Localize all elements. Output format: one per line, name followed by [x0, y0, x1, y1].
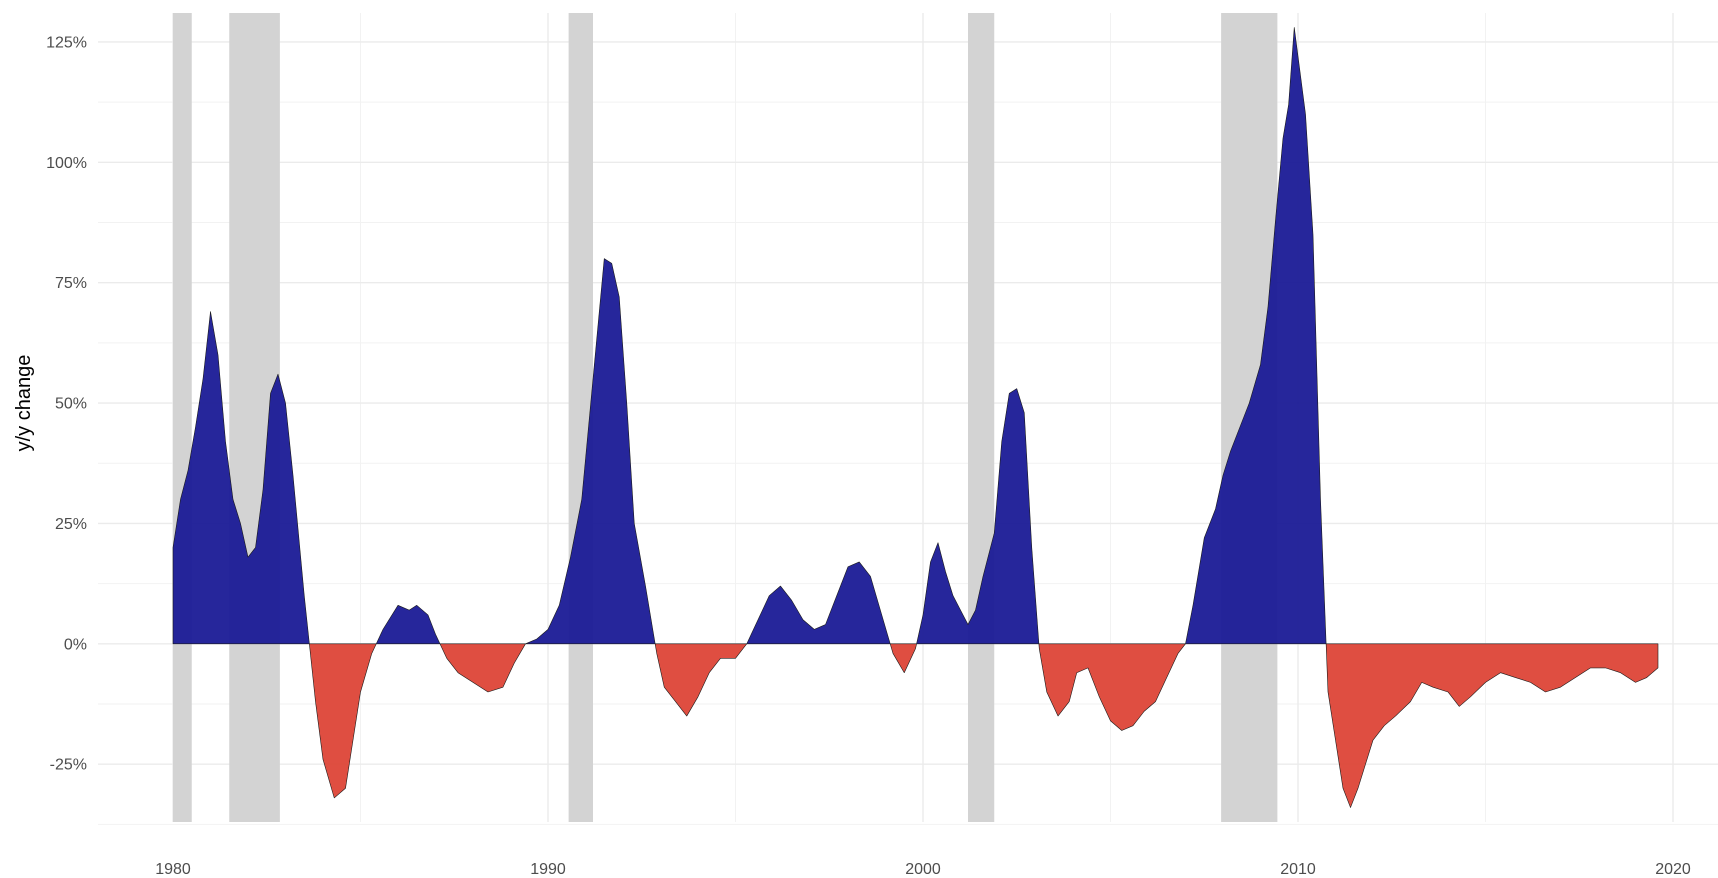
negative-area: [309, 643, 377, 799]
positive-area: [172, 311, 310, 645]
y-tick-label: -25%: [50, 757, 87, 774]
area-series: [172, 27, 1659, 808]
x-tick-label: 2000: [905, 861, 941, 878]
y-tick-label: 50%: [55, 396, 87, 413]
negative-area: [1038, 643, 1186, 731]
grid-minor-lines: [98, 13, 1718, 825]
y-tick-label: 75%: [55, 275, 87, 292]
negative-area: [439, 643, 526, 693]
positive-area: [525, 258, 656, 645]
positive-area: [375, 605, 441, 645]
positive-area: [1185, 27, 1327, 645]
x-tick-label: 2020: [1655, 861, 1691, 878]
y-tick-label: 125%: [46, 34, 87, 51]
positive-area: [746, 561, 891, 645]
recession-band: [173, 13, 192, 822]
negative-area: [654, 643, 748, 717]
x-tick-label: 1990: [530, 861, 566, 878]
y-axis-title: y/y change: [13, 355, 35, 452]
y-tick-label: 25%: [55, 516, 87, 533]
recession-band: [568, 13, 593, 822]
x-tick-label: 2010: [1280, 861, 1316, 878]
negative-area: [889, 643, 917, 674]
x-tick-labels: 1980 1990 2000 2010 2020: [155, 861, 1691, 878]
y-tick-labels: -25% 0% 25% 50% 75% 100% 125%: [46, 34, 87, 773]
y-tick-label: 0%: [64, 636, 87, 653]
negative-area: [1325, 643, 1659, 808]
recession-band: [968, 13, 995, 822]
positive-area: [916, 388, 1040, 645]
y-tick-label: 100%: [46, 155, 87, 172]
x-tick-label: 1980: [155, 861, 191, 878]
